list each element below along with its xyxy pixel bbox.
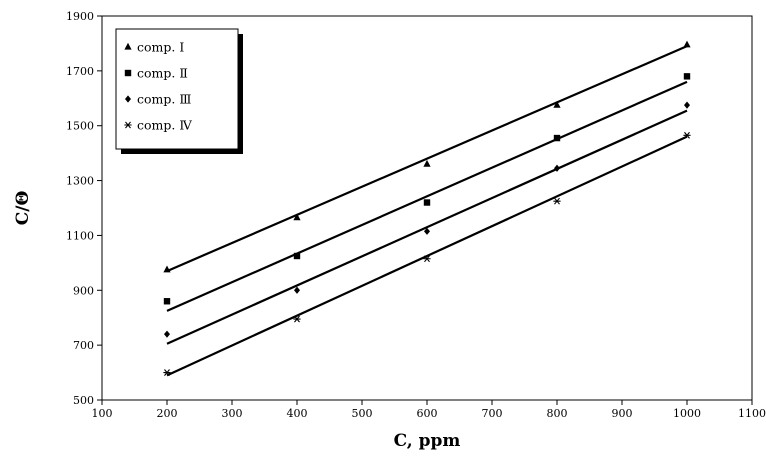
data-points <box>163 40 691 376</box>
data-point-series-4 <box>683 131 691 139</box>
data-point-series-1 <box>163 265 171 273</box>
data-point-series-1 <box>293 213 301 221</box>
data-point-series-3 <box>164 330 170 338</box>
data-point-series-2 <box>423 199 431 206</box>
fit-line-1 <box>166 45 688 273</box>
x-tick-label: 1100 <box>738 407 766 420</box>
x-tick-label: 700 <box>482 407 503 420</box>
data-point-series-3 <box>684 101 690 109</box>
y-tick-label: 1500 <box>66 120 94 133</box>
data-point-series-4 <box>553 197 561 205</box>
x-tick-label: 600 <box>417 407 438 420</box>
data-point-series-2 <box>163 298 171 305</box>
x-tick-label: 900 <box>612 407 633 420</box>
legend-label-1: comp. Ⅰ <box>137 40 184 55</box>
y-tick-label: 500 <box>73 394 94 407</box>
data-point-series-4 <box>163 369 171 376</box>
y-axis-title: C/Θ <box>13 191 33 226</box>
x-tick-label: 400 <box>287 407 308 420</box>
x-tick-label: 800 <box>547 407 568 420</box>
data-point-series-3 <box>554 164 560 172</box>
x-tick-label: 200 <box>157 407 178 420</box>
data-point-series-3 <box>424 227 430 235</box>
x-tick-label: 300 <box>222 407 243 420</box>
y-tick-label: 1100 <box>66 229 94 242</box>
y-tick-label: 1700 <box>66 65 94 78</box>
x-tick-label: 1000 <box>673 407 701 420</box>
legend-label-4: comp. Ⅳ <box>137 118 192 133</box>
data-point-series-2 <box>293 252 301 260</box>
legend-box <box>115 28 239 150</box>
x-axis-title: C, ppm <box>394 431 461 451</box>
legend: comp. Ⅰ comp. Ⅱ comp. Ⅲ comp. Ⅳ <box>115 28 243 154</box>
fit-line-2 <box>166 80 688 312</box>
fit-line-4 <box>166 135 688 377</box>
y-tick-label: 900 <box>73 284 94 297</box>
legend-marker-2 <box>124 69 132 77</box>
fit-line-3 <box>166 109 688 345</box>
data-point-series-1 <box>423 159 431 167</box>
data-point-series-4 <box>423 255 431 263</box>
data-point-series-2 <box>683 73 691 80</box>
data-point-series-2 <box>553 134 561 142</box>
data-point-series-1 <box>683 40 691 48</box>
legend-label-3: comp. Ⅲ <box>137 92 191 107</box>
data-point-series-1 <box>553 100 561 108</box>
legend-marker-1 <box>124 42 132 50</box>
fit-lines <box>166 45 688 377</box>
legend-label-2: comp. Ⅱ <box>137 66 188 81</box>
data-point-series-4 <box>293 315 301 323</box>
data-point-series-3 <box>294 286 300 294</box>
x-tick-label: 500 <box>352 407 373 420</box>
y-tick-label: 1300 <box>66 175 94 188</box>
legend-marker-4 <box>124 121 132 129</box>
y-tick-label: 1900 <box>66 10 94 23</box>
legend-marker-3 <box>125 95 131 103</box>
y-tick-label: 700 <box>73 339 94 352</box>
x-tick-label: 100 <box>92 407 113 420</box>
axis-ticks: 100 200 300 400 500 600 700 800 900 1000 1100 500 70… <box>66 10 766 420</box>
